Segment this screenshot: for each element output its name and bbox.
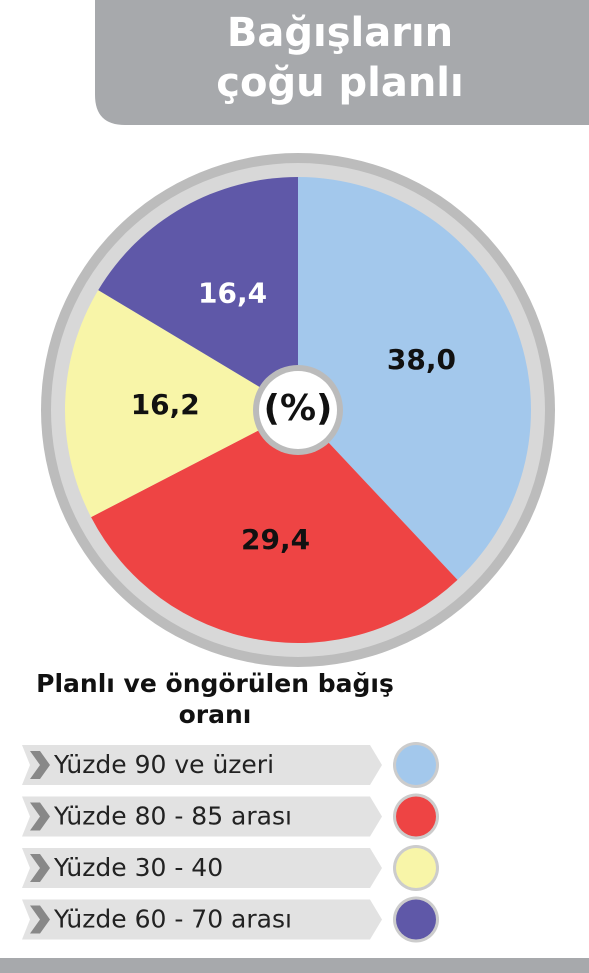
pie-slice	[298, 177, 531, 580]
legend-row-bg	[22, 796, 382, 837]
pie-slice	[98, 177, 298, 410]
slice-label: 16,4	[198, 276, 267, 309]
legend-chevron	[30, 854, 50, 882]
center-label: (%)	[264, 388, 333, 429]
pie-slice	[65, 290, 298, 518]
legend-chevron	[30, 751, 50, 779]
footer-bar	[0, 958, 589, 973]
slices: 38,0 29,4 16,2 16,4	[65, 177, 531, 643]
legend-title: Planlı ve öngörülen bağış oranı	[36, 669, 394, 729]
legend-label: Yüzde 90 ve üzeri	[53, 750, 274, 779]
legend-swatch	[396, 899, 436, 940]
legend-label: Yüzde 60 - 70 arası	[53, 905, 292, 934]
legend-label: Yüzde 30 - 40	[53, 853, 223, 882]
slice-label: 16,2	[131, 388, 200, 421]
slice-label: 29,4	[241, 523, 310, 556]
center-hole	[259, 371, 337, 449]
title-box	[95, 0, 589, 125]
legend: Yüzde 90 ve üzeri Yüzde 80 - 85 arası Yüzd…	[22, 742, 439, 943]
legend-chevron	[30, 905, 50, 934]
legend-swatch	[396, 745, 436, 785]
legend-chevron	[30, 802, 50, 831]
legend-row-bg	[22, 745, 382, 785]
chart-title: Bağışların çoğu planlı	[216, 10, 464, 106]
legend-row-bg	[22, 848, 382, 888]
legend-swatch	[396, 796, 436, 837]
slice-label: 38,0	[387, 343, 456, 376]
legend-row-bg	[22, 899, 382, 940]
legend-swatch	[396, 848, 436, 888]
legend-label: Yüzde 80 - 85 arası	[53, 802, 292, 831]
pie-slice	[91, 410, 458, 643]
